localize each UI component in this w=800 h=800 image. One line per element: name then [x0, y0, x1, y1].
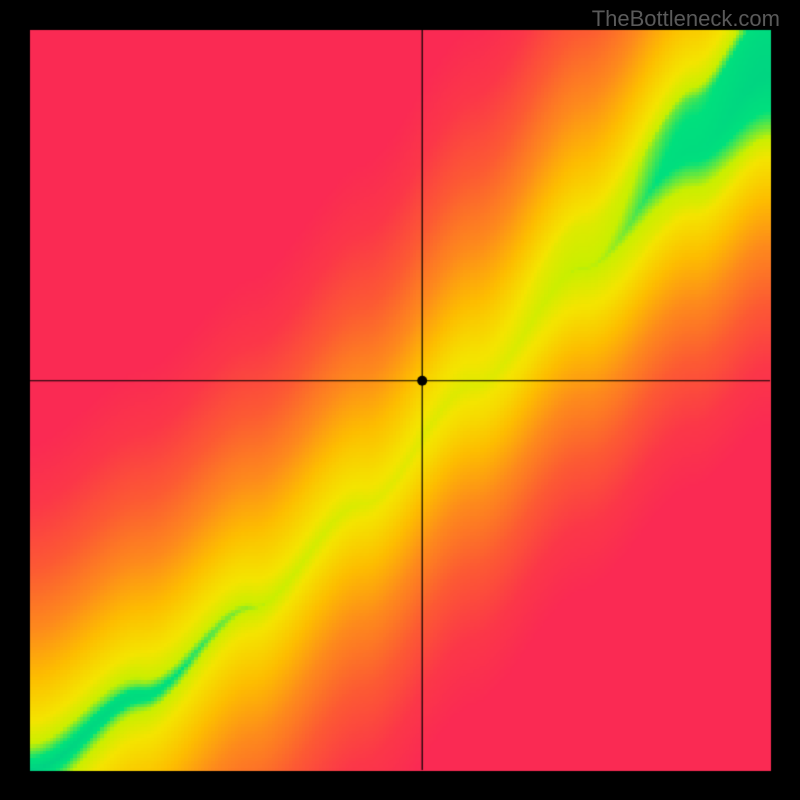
- watermark-label: TheBottleneck.com: [592, 6, 780, 32]
- chart-container: [0, 0, 800, 800]
- heatmap-canvas: [0, 0, 800, 800]
